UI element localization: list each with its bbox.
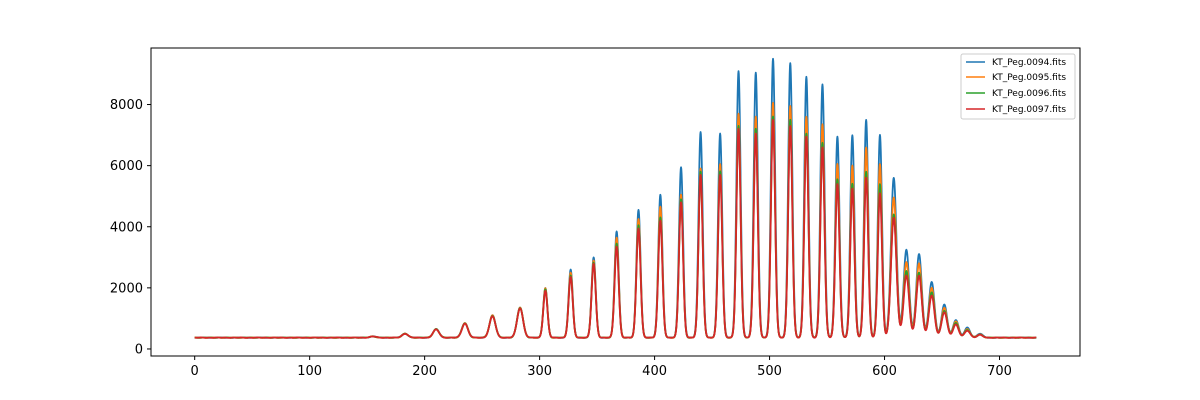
x-tick-label: 200 <box>412 364 437 379</box>
x-tick-label: 100 <box>297 364 322 379</box>
y-tick-label: 4000 <box>110 220 143 235</box>
series-layer <box>194 57 1037 339</box>
y-axis: 0 2000 4000 6000 8000 <box>110 98 151 357</box>
legend: KT_Peg.0094.fits KT_Peg.0095.fits KT_Peg… <box>960 53 1076 120</box>
plot-frame <box>150 47 1081 357</box>
legend-box <box>960 53 1076 120</box>
y-tick-label: 0 <box>135 342 143 357</box>
x-tick-label: 300 <box>527 364 552 379</box>
legend-item: KT_Peg.0097.fits <box>966 105 1066 115</box>
y-tick-label: 8000 <box>110 98 143 113</box>
x-tick-label: 700 <box>987 364 1012 379</box>
series-line <box>194 118 1037 339</box>
x-tick-label: 500 <box>757 364 782 379</box>
legend-item: KT_Peg.0096.fits <box>966 89 1066 99</box>
legend-label: KT_Peg.0097.fits <box>992 105 1066 115</box>
legend-label: KT_Peg.0094.fits <box>992 58 1066 68</box>
x-tick-label: 400 <box>642 364 667 379</box>
plot-background <box>151 48 1080 356</box>
x-tick-label: 0 <box>191 364 199 379</box>
legend-item: KT_Peg.0095.fits <box>966 73 1066 83</box>
x-axis: 0 100 200 300 400 500 600 700 <box>191 356 1012 379</box>
legend-label: KT_Peg.0095.fits <box>992 73 1066 83</box>
legend-label: KT_Peg.0096.fits <box>992 89 1066 99</box>
x-tick-label: 600 <box>872 364 897 379</box>
legend-item: KT_Peg.0094.fits <box>966 58 1066 68</box>
y-tick-label: 2000 <box>110 281 143 296</box>
y-tick-label: 6000 <box>110 159 143 174</box>
